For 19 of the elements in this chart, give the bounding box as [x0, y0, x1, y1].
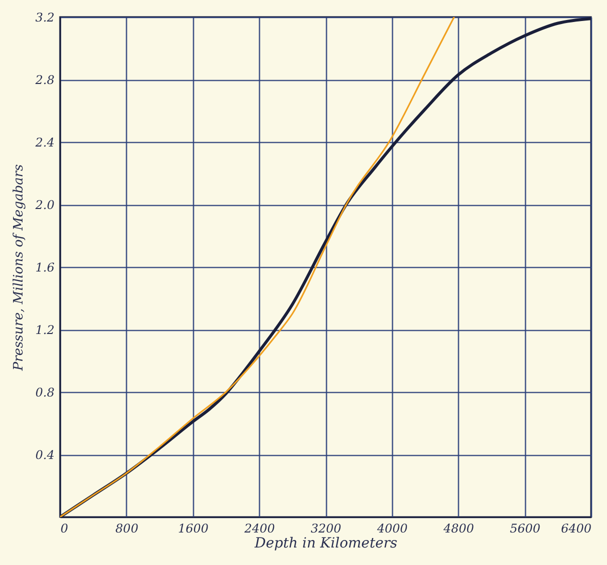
x-axis-title: Depth in Kilometers [254, 536, 398, 552]
y-tick-label: 2.4 [34, 136, 54, 150]
x-tick-label: 2400 [243, 522, 276, 536]
y-tick-label: 1.2 [35, 323, 54, 337]
y-tick-label: 2.0 [34, 198, 55, 212]
x-tick-label: 3200 [310, 522, 342, 536]
x-tick-label: 4800 [442, 522, 474, 536]
y-tick-label: 2.8 [34, 73, 55, 87]
x-tick-label: 6400 [560, 522, 592, 536]
x-tick-label: 4000 [376, 522, 408, 536]
y-tick-label: 3.2 [35, 10, 54, 24]
x-tick-label: 1600 [178, 522, 209, 536]
x-tick-label: 0 [60, 522, 68, 536]
y-tick-label: 0.4 [35, 448, 54, 462]
y-axis-title: Pressure, Millions of Megabars [11, 164, 26, 372]
y-tick-label: 1.6 [35, 260, 55, 274]
x-tick-label: 800 [115, 522, 139, 536]
x-tick-label: 5600 [510, 522, 541, 536]
y-tick-label: 0.8 [35, 386, 55, 400]
